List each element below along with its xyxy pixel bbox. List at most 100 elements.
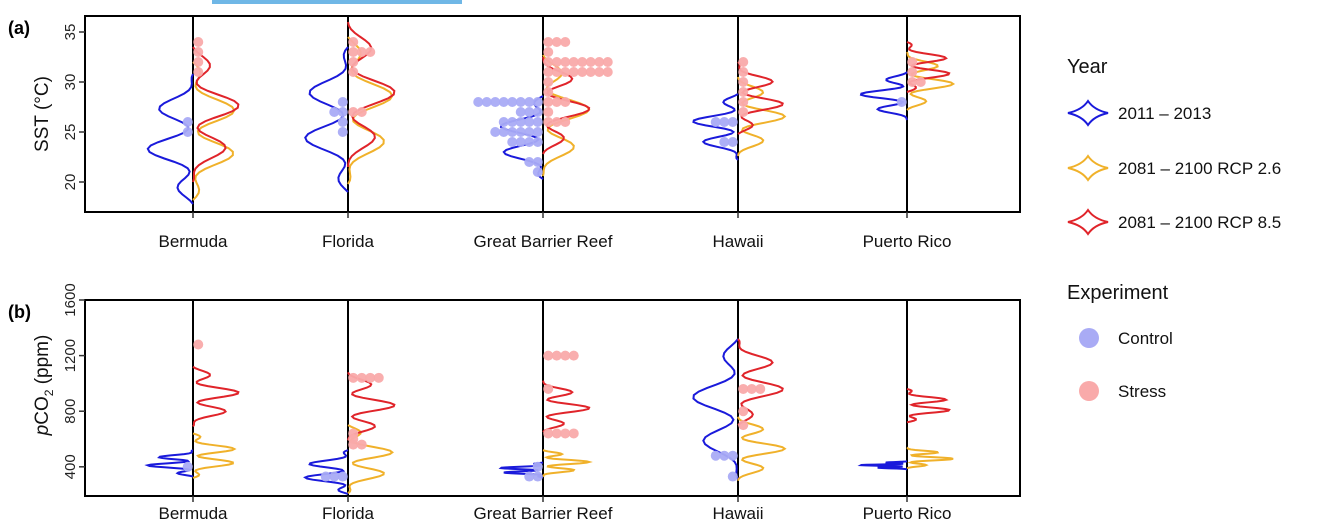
control-point <box>329 107 340 117</box>
stress-point <box>551 67 562 77</box>
legend-year-swatch <box>1067 154 1109 182</box>
stress-point <box>356 372 367 383</box>
stress-point <box>585 57 596 67</box>
stress-point <box>594 67 605 77</box>
control-point <box>498 97 509 107</box>
control-point <box>727 471 738 482</box>
stress-point <box>907 67 918 77</box>
x-tick-label: Great Barrier Reef <box>474 232 613 251</box>
stress-point <box>365 47 376 57</box>
control-point <box>524 107 535 117</box>
x-tick-label: Puerto Rico <box>863 504 952 523</box>
violin-outline <box>347 21 396 168</box>
stress-point <box>755 383 766 394</box>
legend-year-label: 2081 – 2100 RCP 8.5 <box>1118 213 1281 232</box>
control-point <box>473 97 484 107</box>
stress-point <box>585 67 596 77</box>
stress-point <box>348 372 359 383</box>
stress-point <box>560 57 571 67</box>
stress-point <box>543 47 554 57</box>
stress-point <box>543 117 554 127</box>
stress-point <box>568 67 579 77</box>
control-point <box>507 127 518 137</box>
legend-year-swatch <box>1067 208 1109 236</box>
violin-outline <box>857 460 908 471</box>
stress-point <box>551 37 562 47</box>
control-point <box>515 137 526 147</box>
control-point <box>896 97 907 107</box>
control-point <box>524 471 535 482</box>
control-point <box>490 97 501 107</box>
stress-point <box>738 420 749 431</box>
control-point <box>515 127 526 137</box>
violin-outline <box>859 71 908 121</box>
panel-a-ylabel: SST (°C) <box>32 76 53 152</box>
control-point <box>481 97 492 107</box>
control-point <box>719 117 730 127</box>
stress-point <box>348 439 359 450</box>
legend: Year 2011 – 2013 2081 – 2100 RCP 2.6 2081 … <box>1067 56 1281 401</box>
stress-point <box>356 47 367 57</box>
violin-outline <box>347 371 396 441</box>
x-tick-label: Bermuda <box>159 504 229 523</box>
stress-point <box>738 57 749 67</box>
stress-point <box>602 67 613 77</box>
violin-outline <box>192 365 240 428</box>
y-tick-label: 800 <box>62 399 79 424</box>
stress-point <box>551 350 562 361</box>
x-tick-label: Hawaii <box>712 504 763 523</box>
stress-point <box>348 47 359 57</box>
control-point <box>515 117 526 127</box>
stress-point <box>568 57 579 67</box>
violin-outline <box>737 416 787 482</box>
stress-point <box>543 57 554 67</box>
legend-year-swatch <box>1067 99 1109 127</box>
plot-frame <box>84 299 1021 497</box>
stress-point <box>543 77 554 87</box>
panel-b-ylabel-suffix: (ppm) <box>32 335 53 390</box>
legend-year-title: Year <box>1067 56 1108 78</box>
stress-point <box>543 37 554 47</box>
stress-point <box>738 87 749 97</box>
control-point <box>498 117 509 127</box>
violin-outline <box>906 388 951 424</box>
violin-outline <box>542 380 591 433</box>
control-point <box>337 97 348 107</box>
stress-point <box>746 383 757 394</box>
stress-point <box>594 57 605 67</box>
stress-point <box>568 428 579 439</box>
control-point <box>507 137 518 147</box>
legend-year-label: 2081 – 2100 RCP 2.6 <box>1118 159 1281 178</box>
control-point <box>532 167 543 177</box>
stress-point <box>738 97 749 107</box>
stress-point <box>560 37 571 47</box>
stress-point <box>577 67 588 77</box>
stress-point <box>915 77 926 87</box>
control-point <box>719 450 730 461</box>
control-point <box>532 157 543 167</box>
stress-point <box>193 339 204 350</box>
control-point <box>507 117 518 127</box>
control-point <box>710 450 721 461</box>
control-point <box>532 471 543 482</box>
y-tick-label: 400 <box>62 454 79 479</box>
control-point <box>182 127 193 137</box>
x-tick-label: Florida <box>322 504 375 523</box>
stress-point <box>551 428 562 439</box>
control-point <box>490 127 501 137</box>
violin-outline <box>692 93 739 161</box>
control-point <box>532 127 543 137</box>
stress-point <box>348 57 359 67</box>
stress-point <box>543 383 554 394</box>
y-tick-label: 1200 <box>62 339 79 372</box>
violin-outline <box>542 54 591 177</box>
top-accent-bar <box>212 0 462 4</box>
stress-point <box>560 350 571 361</box>
stress-point <box>543 67 554 77</box>
stress-point <box>543 428 554 439</box>
violin-outline <box>192 61 236 201</box>
control-point <box>515 97 526 107</box>
control-point <box>727 117 738 127</box>
control-point <box>182 117 193 127</box>
